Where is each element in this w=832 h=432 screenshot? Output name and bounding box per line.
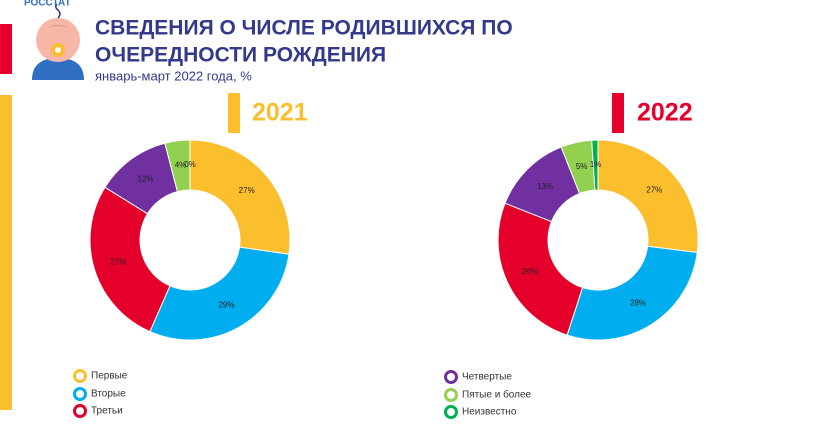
legend-label: Первые xyxy=(91,371,128,382)
legend-marker xyxy=(444,370,458,384)
legend-marker xyxy=(73,369,87,383)
legend-label: Пятые и более xyxy=(462,389,532,401)
slice xyxy=(189,139,291,255)
chart-title: 2021 xyxy=(252,99,308,127)
legend-marker xyxy=(444,388,458,402)
data-label: 12% xyxy=(138,175,154,184)
title: ОЧЕРЕДНОСТИ РОЖДЕНИЯ xyxy=(95,44,386,67)
data-label: 27% xyxy=(110,257,126,266)
year-bar xyxy=(612,93,624,133)
legend-marker xyxy=(73,404,87,418)
accent-bar xyxy=(0,24,12,74)
data-label: 1% xyxy=(590,160,602,169)
slice xyxy=(597,139,699,254)
accent-bar xyxy=(0,95,12,410)
legend-label: Вторые xyxy=(91,389,126,400)
title: СВЕДЕНИЯ О ЧИСЛЕ РОДИВШИХСЯ ПО xyxy=(95,17,513,40)
data-label: 5% xyxy=(576,162,588,171)
logo: РОССТАТ xyxy=(24,0,71,9)
legend-label: Неизвестно xyxy=(462,407,517,418)
data-label: 27% xyxy=(239,186,255,195)
legend-marker xyxy=(444,405,458,419)
slice xyxy=(566,245,698,341)
data-label: 26% xyxy=(522,267,538,276)
subtitle: январь-март 2022 года, % xyxy=(95,68,252,83)
slice xyxy=(591,139,599,191)
data-label: 4% xyxy=(175,161,187,170)
year-bar xyxy=(228,93,240,133)
data-label: 0% xyxy=(184,160,196,169)
slice xyxy=(149,246,290,341)
chart-title: 2022 xyxy=(637,99,693,127)
data-label: 28% xyxy=(630,298,646,307)
data-label: 29% xyxy=(218,301,234,310)
slice xyxy=(497,202,584,336)
data-label: 27% xyxy=(646,186,662,195)
legend-label: Третьи xyxy=(91,406,123,417)
legend-label: Четвертые xyxy=(462,372,512,383)
data-label: 13% xyxy=(537,182,553,191)
legend-marker xyxy=(73,387,87,401)
baby-icon xyxy=(32,3,84,80)
slice xyxy=(89,186,171,333)
